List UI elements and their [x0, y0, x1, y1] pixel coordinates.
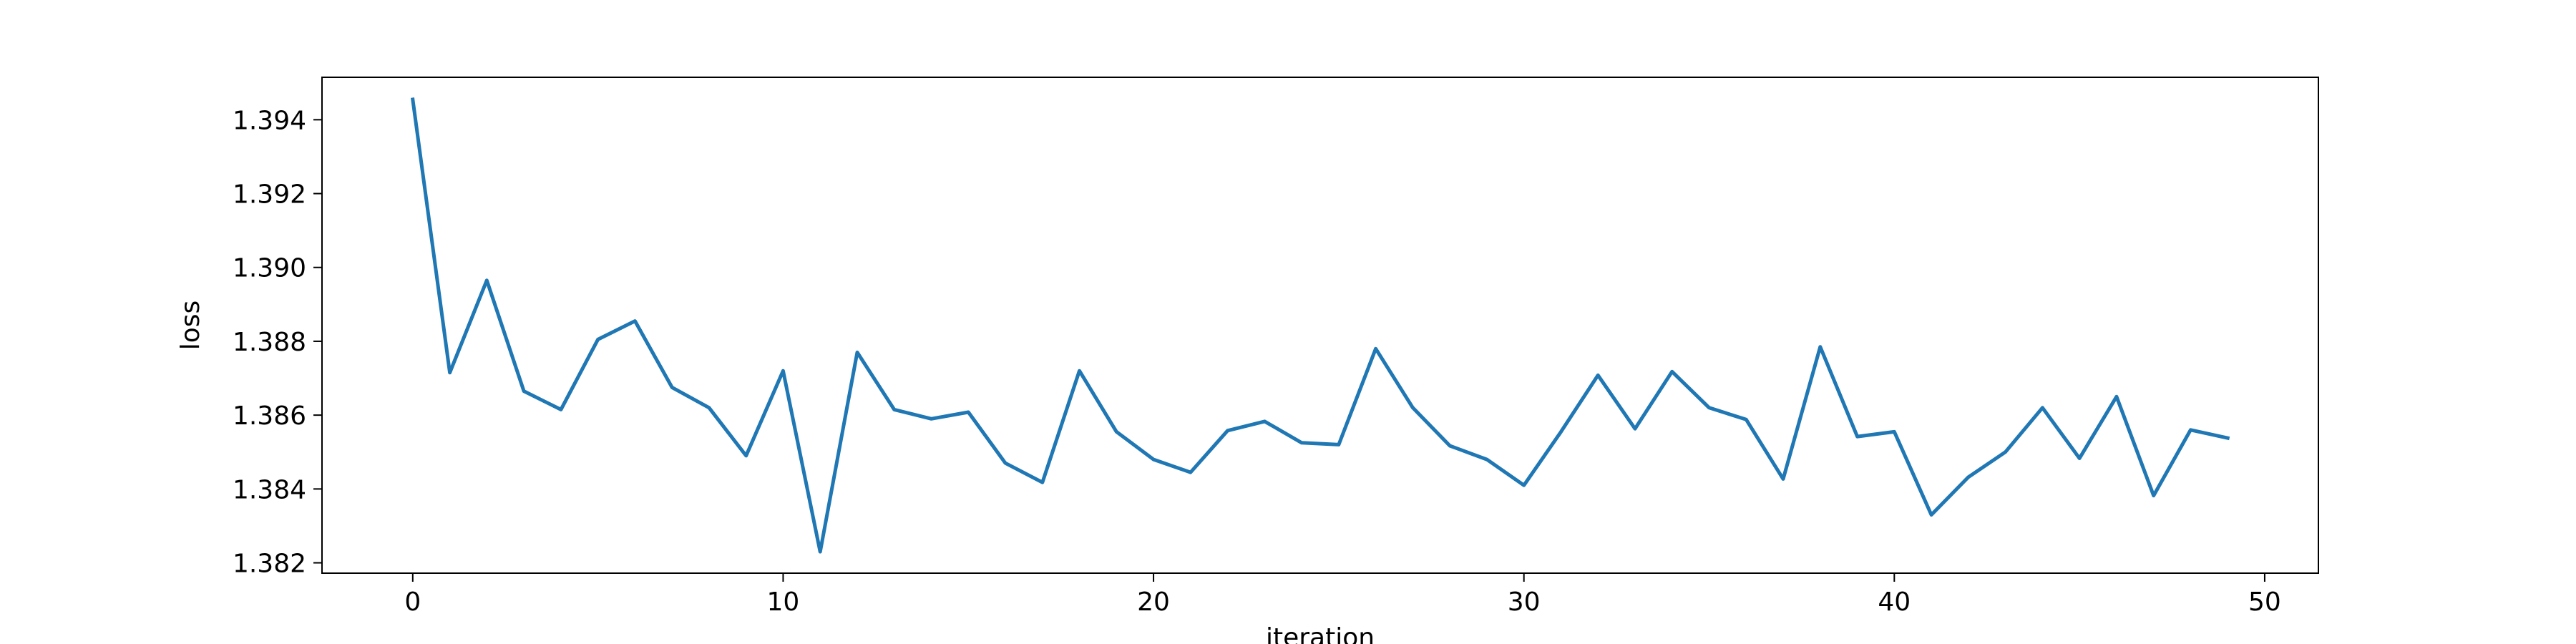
x-tick-label: 30 [1508, 587, 1541, 617]
y-axis-label: loss [176, 301, 205, 351]
plot-area [321, 77, 2319, 574]
x-tick-label: 20 [1137, 587, 1170, 617]
loss-series-line [410, 97, 2230, 554]
x-tick-label: 10 [767, 587, 800, 617]
y-axis: 1.382 1.384 1.386 1.388 1.390 1.392 1.394 [233, 106, 322, 579]
y-tick-label: 1.388 [233, 328, 306, 357]
x-tick-label: 50 [2248, 587, 2281, 617]
x-axis: 0 10 20 30 40 50 [404, 573, 2281, 617]
x-tick-label: 0 [404, 587, 421, 617]
x-axis-label: iteration [1266, 623, 1375, 644]
series-layer [410, 97, 2230, 554]
y-tick-label: 1.390 [233, 254, 306, 283]
y-tick-label: 1.384 [233, 475, 306, 504]
y-tick-label: 1.394 [233, 106, 306, 135]
y-tick-label: 1.392 [233, 180, 306, 210]
plot-frame [321, 77, 2319, 574]
y-tick-label: 1.382 [233, 550, 306, 579]
x-tick-label: 40 [1878, 587, 1911, 617]
y-tick-label: 1.386 [233, 401, 306, 431]
